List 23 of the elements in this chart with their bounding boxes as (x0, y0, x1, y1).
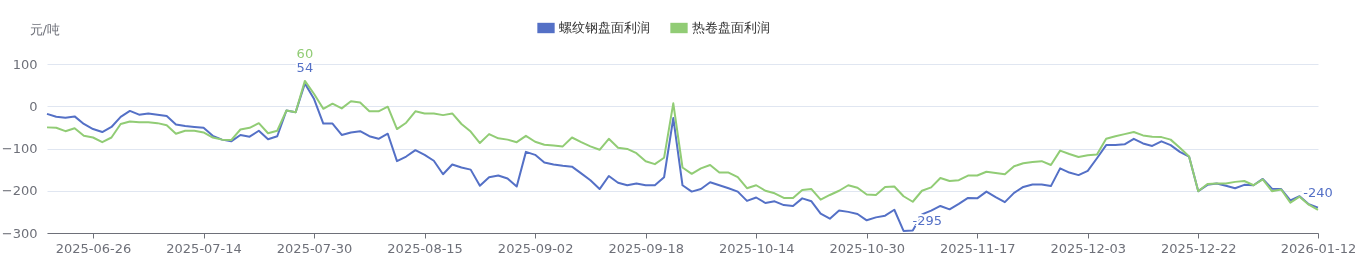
x-tick-label: 2025-11-17 (939, 240, 1016, 256)
x-tick-label: 2025-12-03 (1050, 240, 1127, 256)
x-tick-label: 2025-09-18 (608, 240, 684, 256)
y-tick-label: −300 (1, 225, 38, 241)
x-tick-label: 2025-07-14 (166, 240, 242, 256)
y-tick-label: 0 (29, 98, 38, 114)
y-tick-label: 100 (12, 56, 38, 72)
y-tick-label: −100 (1, 141, 38, 156)
x-tick-label: 2025-09-02 (497, 240, 574, 256)
x-tick-label: 2025-06-26 (55, 240, 132, 256)
x-tick-label: 2026-01-12 (1280, 240, 1357, 256)
y-tick-label: −200 (1, 183, 38, 199)
legend-label: 热卷盘面利润 (692, 20, 770, 35)
x-tick-label: 2025-10-30 (829, 240, 905, 256)
data-label: 54 (296, 60, 314, 76)
x-tick-label: 2025-08-15 (387, 240, 463, 256)
legend-label: 螺纹钢盘面利润 (559, 20, 650, 35)
data-label: 60 (296, 45, 314, 61)
data-label: -240 (1303, 184, 1333, 200)
y-axis-title: 元/吨 (29, 21, 60, 37)
x-tick-label: 2025-10-14 (718, 240, 795, 256)
x-tick-label: 2025-07-30 (276, 240, 353, 256)
x-tick-label: 2025-12-22 (1160, 240, 1237, 256)
